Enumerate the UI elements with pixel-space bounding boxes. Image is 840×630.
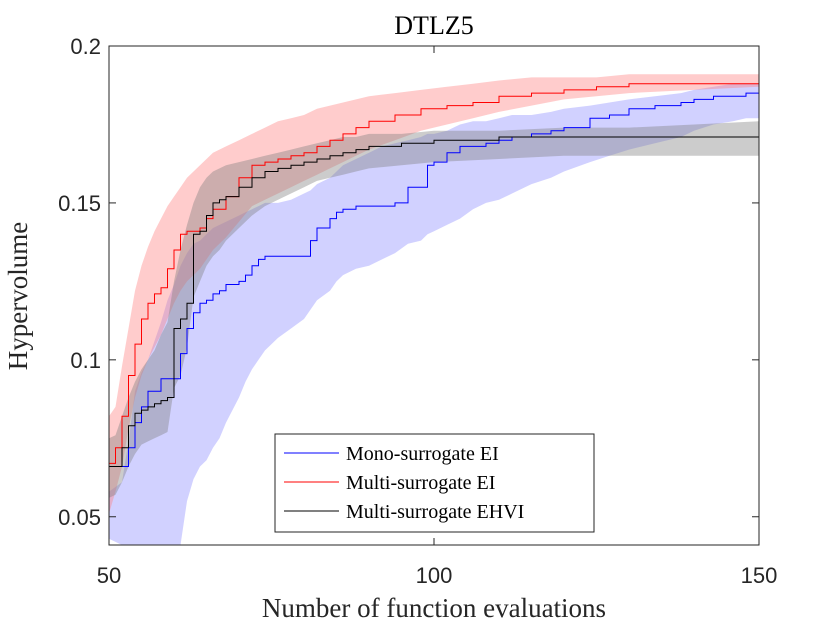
hypervolume-chart: 50 100 150 0.05 0.1 0.15 0.2 DTLZ5 Number of f… bbox=[0, 0, 840, 630]
x-tick-label: 100 bbox=[416, 563, 453, 588]
y-tick-label: 0.2 bbox=[70, 34, 101, 59]
y-axis-title: Hypervolume bbox=[3, 222, 33, 370]
legend-label-mono-surrogate-ei: Mono-surrogate EI bbox=[346, 443, 499, 465]
legend-label-multi-surrogate-ehvi: Multi-surrogate EHVI bbox=[346, 501, 524, 523]
x-axis-title: Number of function evaluations bbox=[262, 593, 606, 623]
legend: Mono-surrogate EI Multi-surrogate EI Multi… bbox=[275, 434, 594, 532]
y-tick-label: 0.05 bbox=[58, 505, 101, 530]
y-tick-label: 0.15 bbox=[58, 191, 101, 216]
chart-title: DTLZ5 bbox=[394, 11, 473, 40]
legend-label-multi-surrogate-ei: Multi-surrogate EI bbox=[346, 472, 495, 494]
x-tick-label: 50 bbox=[97, 563, 121, 588]
y-tick-label: 0.1 bbox=[70, 348, 101, 373]
x-tick-label: 150 bbox=[741, 563, 778, 588]
